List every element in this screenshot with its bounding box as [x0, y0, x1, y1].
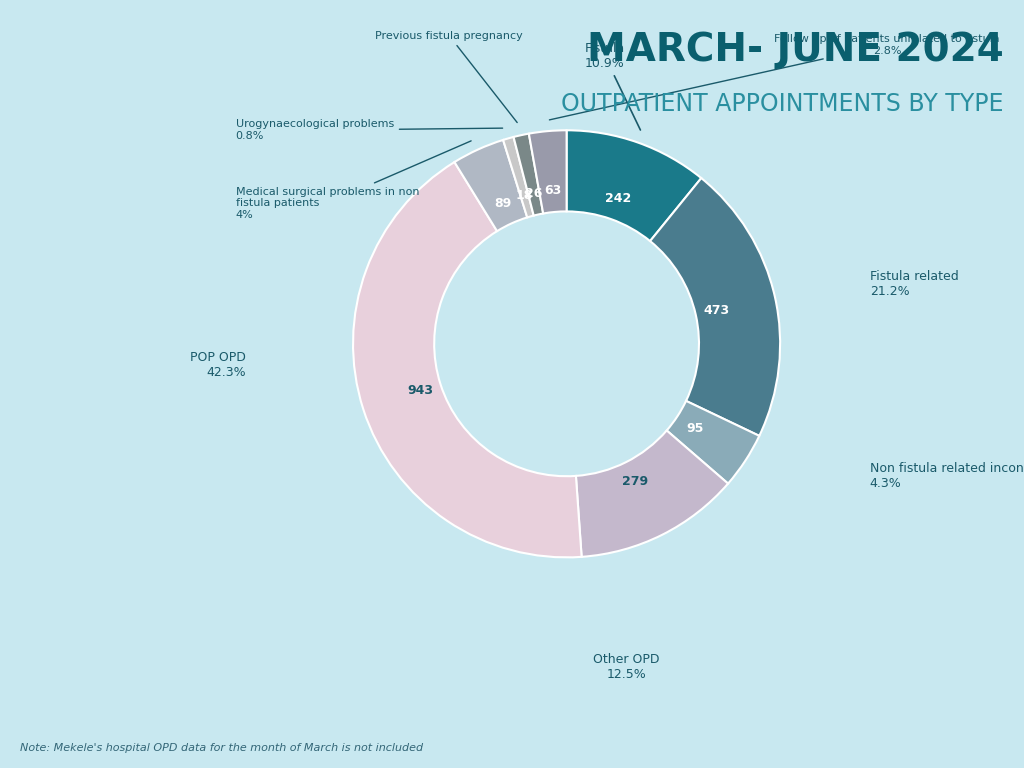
Text: 279: 279: [623, 475, 648, 488]
Text: Note: Mekele's hospital OPD data for the month of March is not included: Note: Mekele's hospital OPD data for the…: [20, 743, 424, 753]
Wedge shape: [575, 431, 728, 557]
Text: Fistula
10.9%: Fistula 10.9%: [585, 42, 640, 130]
Wedge shape: [528, 131, 566, 214]
Text: Urogynaecological problems
0.8%: Urogynaecological problems 0.8%: [236, 119, 503, 141]
Text: 63: 63: [545, 184, 561, 197]
Text: Other OPD
12.5%: Other OPD 12.5%: [593, 654, 659, 681]
Wedge shape: [667, 401, 759, 484]
Wedge shape: [514, 134, 543, 216]
Wedge shape: [455, 140, 527, 231]
Text: 18: 18: [516, 190, 534, 203]
Text: Fistula related
21.2%: Fistula related 21.2%: [869, 270, 958, 298]
Text: 943: 943: [408, 385, 433, 398]
Wedge shape: [650, 178, 780, 436]
Text: 89: 89: [495, 197, 512, 210]
Text: 26: 26: [525, 187, 543, 200]
Text: Medical surgical problems in non
fistula patients
4%: Medical surgical problems in non fistula…: [236, 141, 471, 220]
Text: Previous fistula pregnancy: Previous fistula pregnancy: [375, 31, 523, 123]
Text: 95: 95: [686, 422, 703, 435]
Wedge shape: [503, 137, 534, 217]
Text: MARCH- JUNE 2024: MARCH- JUNE 2024: [587, 31, 1004, 68]
Wedge shape: [353, 162, 582, 558]
Text: OUTPATIENT APPOINTMENTS BY TYPE: OUTPATIENT APPOINTMENTS BY TYPE: [561, 92, 1004, 116]
Text: 473: 473: [703, 303, 730, 316]
Wedge shape: [566, 131, 701, 241]
Text: POP OPD
42.3%: POP OPD 42.3%: [190, 351, 246, 379]
Text: Follow up of patients unrelated to fistula
2.8%: Follow up of patients unrelated to fistu…: [550, 34, 999, 120]
Text: 242: 242: [605, 193, 631, 205]
Text: Non fistula related incontinency
4.3%: Non fistula related incontinency 4.3%: [869, 462, 1024, 490]
